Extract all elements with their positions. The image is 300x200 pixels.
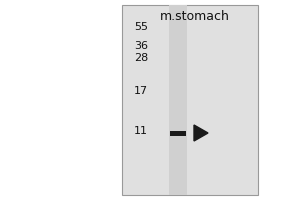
Bar [170,130,186,136]
Text: 28: 28 [134,53,148,63]
Text: 11: 11 [134,126,148,136]
Text: m.stomach: m.stomach [160,10,230,23]
Text: 17: 17 [134,86,148,96]
Bar [169,5,187,195]
Polygon shape [194,125,208,141]
Text: 55: 55 [134,22,148,32]
Text: 36: 36 [134,41,148,51]
Bar [122,5,258,195]
